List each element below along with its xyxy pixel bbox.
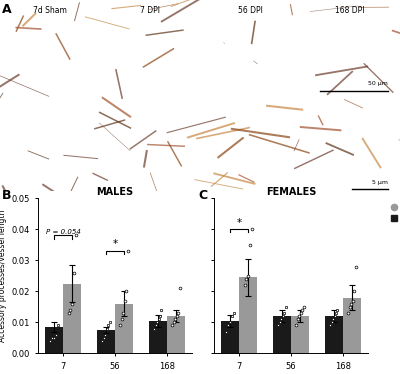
Bar: [291, 316, 309, 353]
Y-axis label: Accessory processes/vessel length: Accessory processes/vessel length: [0, 210, 7, 342]
Text: 50 μm: 50 μm: [368, 81, 388, 86]
Text: A: A: [2, 3, 12, 16]
Text: B: B: [2, 189, 12, 202]
Title: MALES: MALES: [96, 187, 134, 197]
Text: 56 DPI: 56 DPI: [238, 6, 262, 15]
Text: *: *: [112, 239, 118, 249]
Text: 5 μm: 5 μm: [372, 180, 388, 185]
Text: 7 DPI: 7 DPI: [140, 6, 160, 15]
Text: 7d Sham: 7d Sham: [33, 6, 67, 15]
Text: 168 DPI: 168 DPI: [335, 6, 365, 15]
Bar: [97, 330, 115, 353]
Bar: [221, 321, 239, 353]
Bar: [115, 304, 133, 353]
Bar: [325, 316, 343, 353]
Bar: [167, 316, 185, 353]
Bar: [343, 298, 361, 353]
Text: P = 0.054: P = 0.054: [46, 229, 80, 234]
Legend: Sham, FPI: Sham, FPI: [382, 199, 400, 226]
Text: C: C: [198, 189, 207, 202]
Bar: [149, 321, 167, 353]
Title: FEMALES: FEMALES: [266, 187, 316, 197]
Bar: [273, 316, 291, 353]
Bar: [45, 327, 63, 353]
Bar: [63, 283, 81, 353]
Bar: [239, 278, 257, 353]
Text: *: *: [236, 218, 242, 228]
